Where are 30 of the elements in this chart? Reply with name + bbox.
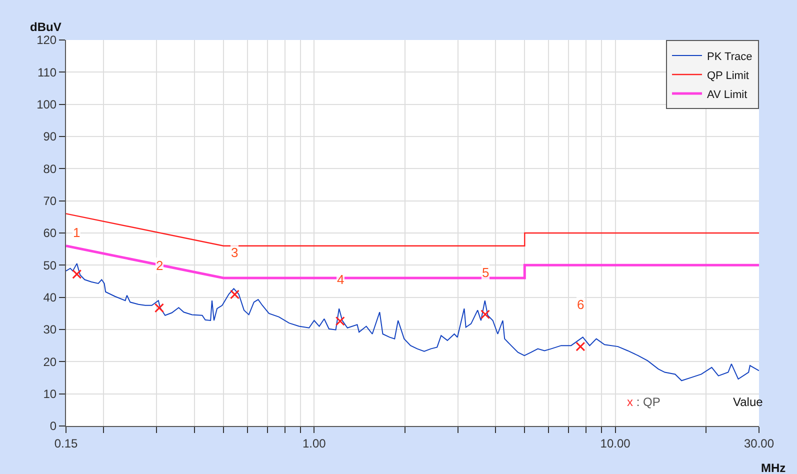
y-tick-label: 90 (43, 130, 57, 144)
y-tick-label: 10 (43, 387, 57, 402)
y-tick-label: 30 (43, 322, 57, 337)
annotation: 2 (156, 258, 164, 273)
x-tick-label: 30.00 (744, 436, 774, 450)
x-tick-label: 1.00 (302, 436, 326, 450)
y-tick-label: 110 (37, 65, 57, 80)
x-tick-label: 10.00 (600, 436, 631, 450)
x-axis-title: MHz (761, 461, 786, 474)
y-tick-label: 50 (43, 258, 57, 272)
annotation: Value (733, 395, 764, 409)
y-tick-label: 0 (50, 419, 57, 434)
annotation: 1 (73, 225, 80, 240)
y-tick-label: 120 (36, 33, 57, 48)
legend-label: PK Trace (707, 50, 752, 63)
legend-label: AV Limit (707, 88, 748, 101)
annotation: 3 (231, 245, 238, 260)
annotation: x : QP (627, 395, 660, 409)
legend-label: QP Limit (707, 70, 749, 82)
x-tick-label: 0.15 (54, 436, 78, 450)
y-tick-label: 40 (43, 290, 57, 305)
y-tick-label: 60 (43, 226, 57, 240)
annotation: 6 (577, 297, 584, 312)
y-axis-title: dBuV (30, 20, 62, 34)
annotation: 5 (482, 265, 490, 280)
y-tick-label: 100 (36, 98, 57, 112)
y-tick-label: 70 (43, 194, 57, 208)
y-tick-label: 80 (43, 162, 57, 176)
y-tick-label: 20 (43, 354, 57, 369)
annotation: 4 (337, 272, 344, 287)
